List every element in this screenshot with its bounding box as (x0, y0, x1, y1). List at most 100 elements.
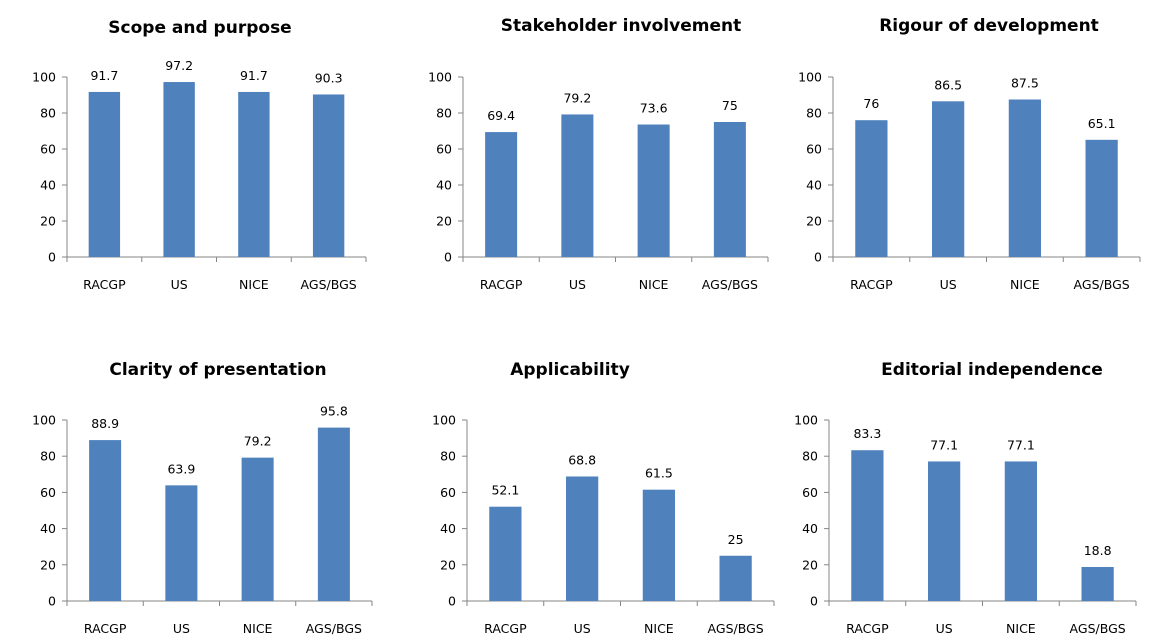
y-tick-label: 60 (802, 485, 818, 500)
x-category-label: NICE (1010, 277, 1040, 292)
y-tick-label: 20 (40, 557, 56, 572)
x-category-label: AGS/BGS (708, 621, 764, 636)
x-category-label: RACGP (846, 621, 889, 636)
x-category-label: AGS/BGS (306, 621, 362, 636)
chart-title: Scope and purpose (108, 18, 291, 38)
y-tick-label: 40 (40, 178, 56, 193)
y-tick-label: 20 (802, 557, 818, 572)
y-tick-label: 0 (444, 250, 452, 265)
data-label: 69.4 (487, 108, 515, 123)
data-label: 68.8 (568, 452, 596, 467)
x-category-label: AGS/BGS (702, 277, 758, 292)
x-category-label: RACGP (83, 277, 126, 292)
y-tick-label: 100 (432, 413, 456, 428)
data-label: 52.1 (491, 483, 519, 498)
bar (855, 120, 888, 257)
data-label: 97.2 (165, 58, 193, 73)
chart-panel-2: Stakeholder involvement 0 20 40 60 80 100 69.4 R… (428, 16, 769, 292)
y-tick-label: 100 (428, 70, 452, 85)
data-label: 25 (728, 532, 744, 547)
bar (238, 91, 270, 257)
y-tick-label: 40 (440, 521, 456, 536)
bar (932, 101, 965, 257)
y-tick-label: 100 (798, 70, 822, 85)
data-label: 87.5 (1011, 76, 1039, 91)
x-category-label: RACGP (84, 621, 127, 636)
x-category-label: NICE (1006, 621, 1036, 636)
y-tick-label: 40 (802, 521, 818, 536)
x-category-label: NICE (243, 621, 273, 636)
bar (1081, 566, 1114, 601)
data-label: 73.6 (640, 101, 668, 116)
bar (88, 91, 121, 257)
data-label: 61.5 (645, 466, 673, 481)
chart-title: Editorial independence (881, 360, 1103, 380)
x-category-label: RACGP (484, 621, 527, 636)
bar (642, 489, 675, 601)
y-tick-label: 60 (40, 485, 56, 500)
data-label: 90.3 (315, 70, 343, 85)
y-tick-label: 80 (40, 106, 56, 121)
bar (312, 94, 345, 258)
bar (485, 132, 518, 257)
bar (1008, 99, 1041, 257)
x-category-label: NICE (644, 621, 674, 636)
y-tick-label: 0 (448, 594, 456, 609)
chart-title: Applicability (510, 360, 630, 380)
y-tick-label: 40 (436, 178, 452, 193)
data-label: 77.1 (1007, 437, 1035, 452)
y-tick-label: 80 (802, 449, 818, 464)
x-category-label: US (574, 621, 591, 636)
bar (637, 124, 670, 258)
bar (719, 555, 752, 601)
bar (928, 461, 961, 601)
data-label: 79.2 (244, 434, 272, 449)
data-label: 91.7 (90, 68, 118, 83)
data-label: 91.7 (240, 68, 268, 83)
y-tick-label: 0 (48, 250, 56, 265)
y-tick-label: 100 (32, 70, 56, 85)
x-category-label: AGS/BGS (1070, 621, 1126, 636)
x-category-label: RACGP (480, 277, 523, 292)
y-tick-label: 0 (814, 250, 822, 265)
x-category-label: NICE (639, 277, 669, 292)
x-category-label: AGS/BGS (301, 277, 357, 292)
y-tick-label: 20 (806, 214, 822, 229)
y-tick-label: 80 (436, 106, 452, 121)
bar (89, 440, 122, 601)
chart-panel-6: Editorial independence 0 20 40 60 80 100 83.3 RA… (794, 360, 1137, 636)
x-category-label: US (940, 277, 957, 292)
y-tick-label: 60 (40, 142, 56, 157)
chart-panel-1: Scope and purpose 0 20 40 60 80 100 91.7 RACGP 97… (32, 18, 367, 292)
y-tick-label: 0 (48, 594, 56, 609)
data-label: 83.3 (853, 426, 881, 441)
y-tick-label: 40 (806, 178, 822, 193)
y-tick-label: 100 (794, 413, 818, 428)
chart-panel-3: Rigour of development 0 20 40 60 80 100 76 RACGP… (798, 16, 1141, 292)
x-category-label: NICE (239, 277, 269, 292)
y-tick-label: 20 (436, 214, 452, 229)
data-label: 77.1 (930, 437, 958, 452)
x-category-label: US (173, 621, 190, 636)
data-label: 95.8 (320, 404, 348, 419)
bar (489, 506, 522, 601)
x-category-label: RACGP (850, 277, 893, 292)
data-label: 86.5 (934, 77, 962, 92)
y-tick-label: 60 (436, 142, 452, 157)
chart-title: Rigour of development (879, 16, 1099, 36)
data-label: 65.1 (1088, 116, 1116, 131)
x-category-label: US (171, 277, 188, 292)
y-tick-label: 20 (440, 557, 456, 572)
chart-title: Stakeholder involvement (501, 16, 741, 36)
chart-title: Clarity of presentation (109, 360, 326, 380)
y-tick-label: 80 (40, 449, 56, 464)
y-tick-label: 0 (810, 594, 818, 609)
data-label: 75 (722, 98, 738, 113)
bar (1004, 461, 1037, 601)
chart-panel-4: Clarity of presentation 0 20 40 60 80 100 88.9 R… (32, 360, 373, 636)
data-label: 18.8 (1084, 543, 1112, 558)
bar (241, 457, 274, 601)
y-tick-label: 80 (440, 449, 456, 464)
data-label: 76 (863, 96, 879, 111)
